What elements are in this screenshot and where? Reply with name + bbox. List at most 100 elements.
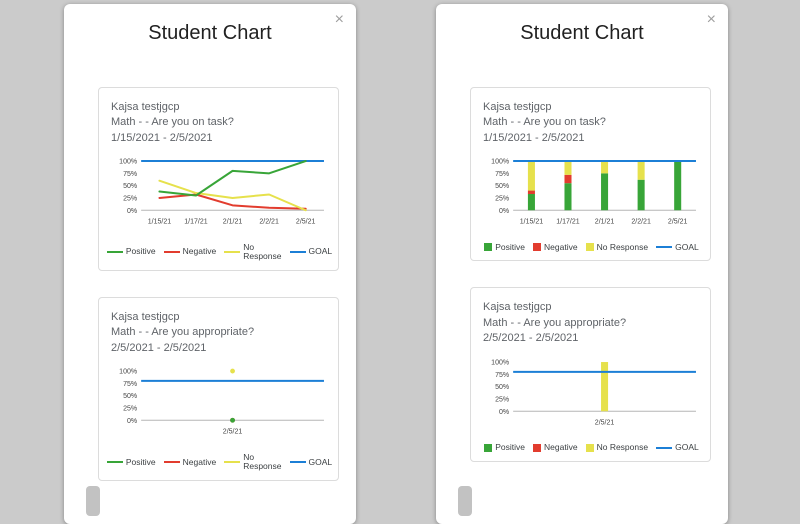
chart-legend: Positive Negative No Response GOAL — [106, 452, 332, 473]
legend-item-goal: GOAL — [656, 442, 699, 453]
svg-text:50%: 50% — [123, 393, 137, 400]
line-chart: 100% 75% 50% 25% 0% 1/15/21 1/17/21 2/1/21 2/2/2… — [119, 159, 324, 225]
student-chart-modal-right: × Student Chart Kajsa testjgcp Math - - … — [436, 4, 728, 524]
student-chart-modal-left: × Student Chart Kajsa testjgcp Math - - … — [64, 4, 356, 524]
svg-text:2/2/21: 2/2/21 — [259, 218, 279, 225]
negative-square-marker — [533, 243, 542, 252]
svg-text:2/5/21: 2/5/21 — [223, 429, 243, 436]
goal-line-marker — [289, 251, 306, 254]
bar-chart: 100% 75% 50% 25% 0% 2/5/21 — [491, 359, 696, 426]
line-chart: 100% 75% 50% 25% 0% 2/5/21 — [119, 369, 324, 436]
svg-text:0%: 0% — [127, 418, 137, 425]
svg-text:0%: 0% — [127, 208, 137, 215]
chart-meta: Kajsa testjgcp Math - - Are you appropri… — [111, 310, 328, 356]
legend-item-negative: Negative — [163, 457, 216, 468]
svg-text:2/2/21: 2/2/21 — [631, 218, 651, 225]
chart-meta: Kajsa testjgcp Math - - Are you on task?… — [483, 100, 700, 146]
legend-item-positive: Positive — [106, 247, 156, 257]
legend-item-no-response: No Response — [224, 452, 282, 473]
svg-text:50%: 50% — [123, 183, 137, 190]
legend-item-no-response: No Response — [585, 242, 648, 253]
legend-item-goal: GOAL — [289, 457, 332, 468]
svg-text:2/1/21: 2/1/21 — [223, 218, 243, 225]
svg-text:1/15/21: 1/15/21 — [520, 218, 544, 225]
cards-container: Kajsa testjgcp Math - - Are you on task?… — [436, 87, 728, 462]
scrollbar-thumb[interactable] — [458, 486, 472, 516]
svg-text:1/15/21: 1/15/21 — [148, 218, 172, 225]
chart-legend: Positive Negative No Response GOAL — [106, 242, 332, 263]
chart-question: Math - - Are you appropriate? — [483, 316, 627, 329]
chart-meta: Kajsa testjgcp Math - - Are you appropri… — [483, 300, 700, 346]
svg-text:50%: 50% — [495, 384, 509, 391]
bar-chart: 100% 75% 50% 25% 0% 1/15/21 1/17/21 2/1/21 2/2/2… — [491, 159, 696, 225]
modal-title: Student Chart — [520, 22, 644, 44]
chart-card-on-task: Kajsa testjgcp Math - - Are you on task?… — [470, 87, 711, 262]
chart-card-appropriate: Kajsa testjgcp Math - - Are you appropri… — [98, 297, 339, 482]
chart-meta: Kajsa testjgcp Math - - Are you on task?… — [111, 100, 328, 146]
legend-item-no-response: No Response — [585, 442, 648, 453]
legend-item-positive: Positive — [484, 442, 525, 453]
close-icon[interactable]: × — [334, 11, 344, 28]
svg-text:25%: 25% — [123, 196, 137, 203]
positive-line-marker — [106, 251, 123, 254]
date-range: 2/5/2021 - 2/5/2021 — [111, 341, 207, 354]
negative-line-marker — [163, 461, 180, 464]
svg-text:0%: 0% — [499, 408, 509, 415]
negative-line-marker — [163, 251, 180, 254]
no-response-line-marker — [224, 251, 241, 254]
date-range: 1/15/2021 - 2/5/2021 — [483, 131, 585, 144]
negative-square-marker — [533, 443, 542, 452]
modal-title: Student Chart — [148, 22, 272, 44]
legend-item-goal: GOAL — [289, 247, 332, 257]
svg-text:75%: 75% — [495, 371, 509, 378]
legend-item-goal: GOAL — [656, 242, 699, 253]
date-range: 2/5/2021 - 2/5/2021 — [483, 332, 579, 345]
svg-text:25%: 25% — [123, 406, 137, 413]
student-name: Kajsa testjgcp — [483, 301, 552, 314]
chart-question: Math - - Are you on task? — [483, 116, 606, 129]
no-response-square-marker — [585, 243, 594, 252]
student-name: Kajsa testjgcp — [111, 101, 180, 113]
chart-card-on-task: Kajsa testjgcp Math - - Are you on task?… — [98, 87, 339, 272]
svg-text:75%: 75% — [123, 381, 137, 388]
chart-legend: Positive Negative No Response GOAL — [483, 242, 700, 253]
legend-item-positive: Positive — [484, 242, 525, 253]
cards-container: Kajsa testjgcp Math - - Are you on task?… — [64, 87, 356, 482]
chart-card-appropriate: Kajsa testjgcp Math - - Are you appropri… — [470, 287, 711, 462]
student-name: Kajsa testjgcp — [111, 311, 180, 324]
goal-line-marker — [656, 246, 673, 249]
goal-line-marker — [289, 461, 306, 464]
svg-text:50%: 50% — [495, 183, 509, 190]
svg-text:1/17/21: 1/17/21 — [556, 218, 580, 225]
legend-item-negative: Negative — [163, 247, 216, 257]
positive-square-marker — [484, 243, 493, 252]
chart-legend: Positive Negative No Response GOAL — [483, 442, 700, 453]
svg-text:100%: 100% — [491, 359, 509, 366]
svg-text:1/17/21: 1/17/21 — [184, 218, 208, 225]
positive-line-marker — [106, 461, 123, 464]
goal-line-marker — [656, 446, 673, 449]
svg-text:100%: 100% — [119, 369, 137, 376]
svg-text:2/5/21: 2/5/21 — [668, 218, 688, 225]
svg-text:25%: 25% — [495, 396, 509, 403]
chart-question: Math - - Are you on task? — [111, 116, 234, 129]
close-icon[interactable]: × — [706, 11, 716, 28]
svg-text:25%: 25% — [495, 196, 509, 203]
legend-item-positive: Positive — [106, 457, 156, 468]
page-background: { "page": { "background": "#cbcbcb" }, "… — [64, 4, 728, 524]
scrollbar-thumb[interactable] — [86, 486, 100, 516]
svg-text:100%: 100% — [491, 159, 509, 166]
svg-text:0%: 0% — [499, 208, 509, 215]
svg-text:100%: 100% — [119, 159, 137, 166]
svg-text:2/5/21: 2/5/21 — [296, 218, 316, 225]
svg-text:75%: 75% — [123, 171, 137, 178]
legend-item-no-response: No Response — [224, 242, 282, 263]
positive-square-marker — [484, 443, 493, 452]
student-name: Kajsa testjgcp — [483, 101, 552, 113]
svg-text:2/1/21: 2/1/21 — [595, 218, 615, 225]
legend-item-negative: Negative — [533, 242, 578, 253]
no-response-line-marker — [224, 461, 241, 464]
date-range: 1/15/2021 - 2/5/2021 — [111, 131, 213, 144]
no-response-square-marker — [585, 443, 594, 452]
chart-question: Math - - Are you appropriate? — [111, 326, 255, 339]
